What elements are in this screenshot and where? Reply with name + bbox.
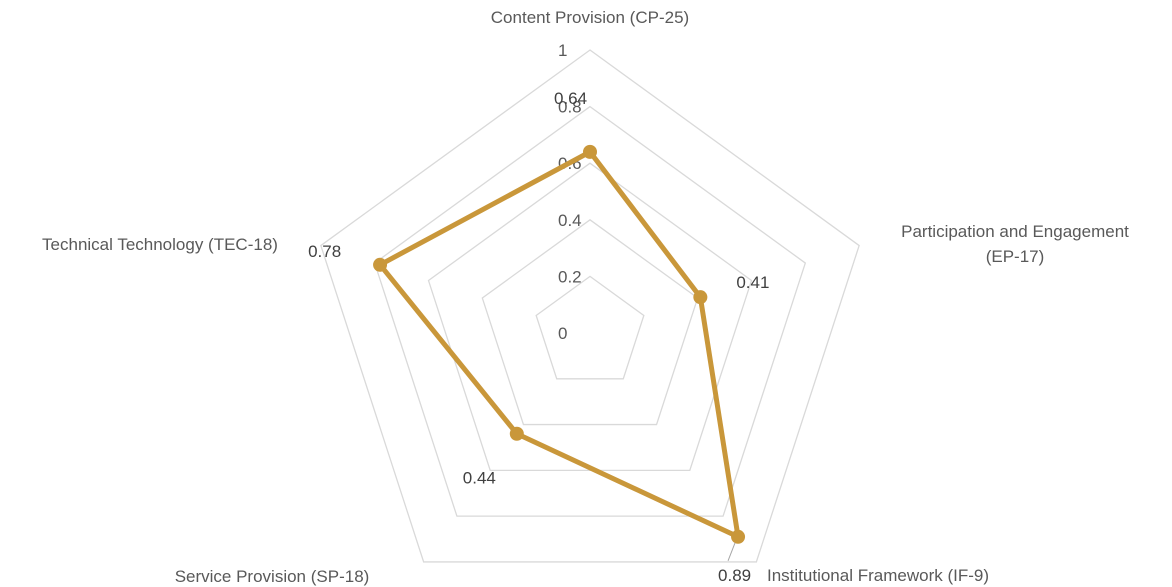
grid-ring-1 bbox=[535, 275, 645, 380]
data-point[interactable] bbox=[509, 426, 524, 441]
axis-label: Service Provision (SP-18) bbox=[175, 567, 370, 586]
axis-label-line: Content Provision (CP-25) bbox=[491, 8, 689, 27]
grid-ring-5 bbox=[320, 49, 860, 563]
data-label: 0.44 bbox=[463, 469, 496, 488]
grid-ring-2 bbox=[481, 218, 699, 426]
data-point[interactable] bbox=[693, 290, 708, 305]
axis-label: Content Provision (CP-25) bbox=[491, 8, 689, 27]
data-label: 0.64 bbox=[554, 89, 587, 108]
series-layer bbox=[373, 144, 746, 544]
data-point[interactable] bbox=[731, 529, 746, 544]
r-tick-label: 0.2 bbox=[558, 267, 582, 286]
data-label: 0.89 bbox=[718, 566, 751, 585]
axis-label: Technical Technology (TEC-18) bbox=[42, 235, 278, 254]
tick-label-layer: 00.20.40.60.81 bbox=[558, 41, 582, 343]
r-tick-label: 0 bbox=[558, 324, 567, 343]
axis-label-line: Technical Technology (TEC-18) bbox=[42, 235, 278, 254]
r-tick-label: 0.8 bbox=[558, 98, 582, 117]
axis-label-line: Institutional Framework (IF-9) bbox=[767, 566, 989, 585]
data-label: 0.78 bbox=[308, 242, 341, 261]
grid-ring-4 bbox=[373, 105, 807, 517]
axis-label-line: Participation and Engagement bbox=[901, 222, 1129, 241]
axis-label-line: Service Provision (SP-18) bbox=[175, 567, 370, 586]
data-label: 0.41 bbox=[736, 273, 769, 292]
axis-label: Institutional Framework (IF-9) bbox=[767, 566, 989, 585]
data-point[interactable] bbox=[373, 257, 388, 272]
axis-label: Participation and Engagement (EP-17) bbox=[901, 222, 1129, 266]
r-tick-label: 0.4 bbox=[558, 211, 582, 230]
data-point[interactable] bbox=[583, 144, 597, 159]
data-label-layer: 0.64 0.41 0.89 0.44 0.78 bbox=[308, 89, 769, 585]
r-tick-label: 1 bbox=[558, 41, 567, 60]
grid-layer bbox=[320, 49, 860, 563]
series-line bbox=[377, 149, 741, 540]
axis-label-layer: Content Provision (CP-25) Participation a… bbox=[42, 8, 1129, 586]
axis-label-line: (EP-17) bbox=[986, 247, 1045, 266]
data-label-leader bbox=[727, 542, 736, 561]
